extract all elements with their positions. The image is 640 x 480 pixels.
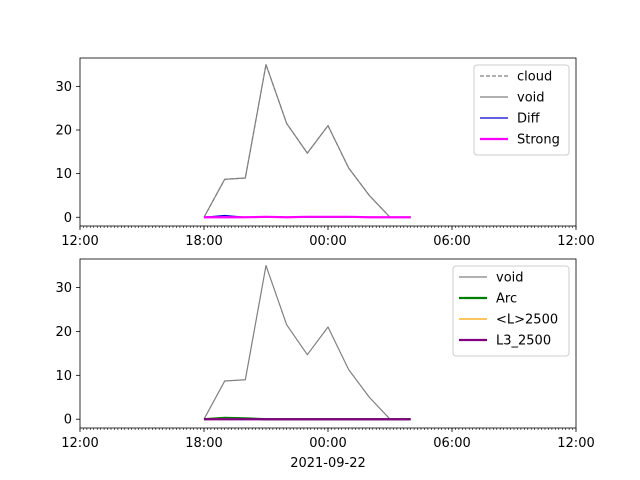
- axes-frame: [79, 57, 577, 227]
- legend-box: [473, 64, 570, 156]
- series-line-void: [203, 264, 411, 420]
- x-tick-label: 18:00: [185, 436, 222, 451]
- legend-label: Strong: [517, 133, 560, 148]
- x-tick-label: 12:00: [61, 436, 98, 451]
- x-tick-label: 00:00: [309, 436, 346, 451]
- legend-label: cloud: [517, 70, 552, 85]
- y-tick-label: 30: [55, 80, 72, 95]
- x-tick-label: 18:00: [185, 234, 222, 249]
- y-tick-label: 20: [55, 124, 72, 139]
- y-tick-label: 0: [64, 413, 72, 428]
- x-tick-label: 12:00: [61, 234, 98, 249]
- legend-label: Diff: [517, 112, 541, 127]
- x-tick-label: 12:00: [557, 436, 594, 451]
- legend-label: void: [496, 271, 524, 286]
- legend-label: Arc: [496, 292, 517, 307]
- y-tick-label: 30: [55, 281, 72, 296]
- legend-label: <L>2500: [496, 313, 558, 328]
- legend-label: void: [517, 91, 545, 106]
- x-tick-label: 06:00: [433, 436, 470, 451]
- series-line-void: [203, 63, 411, 218]
- legend-label: L3_2500: [496, 334, 551, 349]
- top-subplot: 12:00 18:00 00:00 06:00 12:00 0 10 20 30 cloud voi…: [55, 57, 595, 249]
- x-axis-date-label: 2021-09-22: [290, 456, 366, 471]
- y-tick-label: 10: [55, 167, 72, 182]
- legend-box: [452, 265, 570, 357]
- y-tick-label: 10: [55, 369, 72, 384]
- y-tick-label: 0: [64, 211, 72, 226]
- x-tick-label: 12:00: [557, 234, 594, 249]
- x-tick-label: 06:00: [433, 234, 470, 249]
- x-tick-label: 00:00: [309, 234, 346, 249]
- y-tick-label: 20: [55, 325, 72, 340]
- axes-frame: [79, 258, 577, 429]
- bottom-subplot: 12:00 18:00 00:00 06:00 12:00 0 10 20 30 void Arc <…: [55, 258, 595, 451]
